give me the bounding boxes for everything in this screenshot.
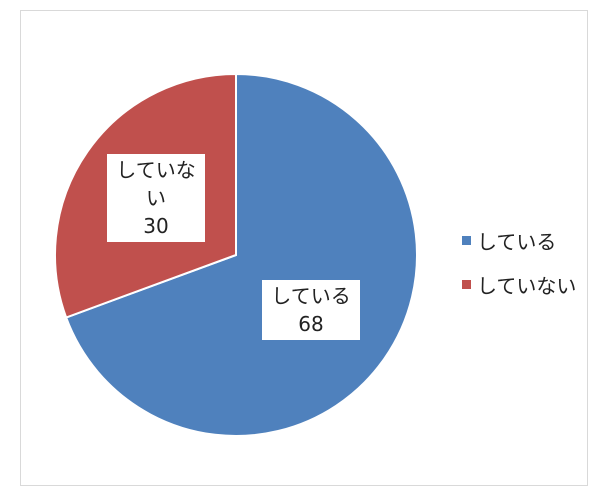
pie-slice-shiteiru bbox=[64, 72, 418, 437]
legend-label-shiteiru: している bbox=[477, 229, 557, 254]
data-label-shiteinai-category: していない bbox=[116, 158, 196, 210]
chart-legend: している していない bbox=[462, 218, 576, 306]
legend-item-shiteinai: していない bbox=[462, 262, 576, 306]
legend-swatch-shiteiru bbox=[462, 235, 471, 245]
data-label-shiteinai-value: 30 bbox=[143, 214, 169, 238]
legend-item-shiteiru: している bbox=[462, 218, 576, 262]
data-label-shiteinai: していない 30 bbox=[107, 154, 205, 242]
data-label-shiteiru-category: している bbox=[271, 284, 351, 308]
data-label-shiteiru-value: 68 bbox=[298, 312, 324, 336]
pie-slices bbox=[54, 72, 418, 437]
legend-label-shiteinai: していない bbox=[477, 273, 577, 298]
data-label-shiteiru: している 68 bbox=[262, 280, 360, 340]
legend-swatch-shiteinai bbox=[462, 279, 471, 289]
